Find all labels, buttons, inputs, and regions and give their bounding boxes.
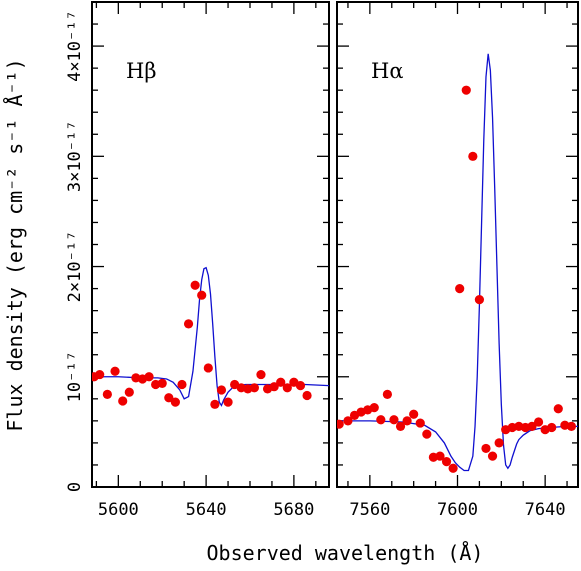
data-point: [337, 419, 344, 429]
data-point: [553, 404, 563, 414]
y-tick-label: 3×10⁻¹⁷: [65, 120, 85, 192]
data-point: [95, 369, 105, 380]
data-point: [402, 416, 412, 426]
data-point: [110, 366, 120, 376]
data-point: [422, 429, 432, 439]
data-point: [197, 290, 207, 300]
x-tick-label: 5600: [98, 500, 139, 520]
model-fit-line: [337, 53, 578, 472]
data-point: [177, 379, 187, 390]
y-axis-label: Flux density (erg cm⁻² s⁻¹ Å⁻¹): [3, 58, 27, 431]
data-point: [269, 382, 279, 392]
data-point: [481, 443, 491, 454]
panel-h-alpha: 7560 7600 7640 Hα: [336, 1, 579, 520]
data-point: [190, 280, 200, 290]
data-point: [376, 415, 386, 425]
data-point: [157, 378, 167, 388]
data-point: [183, 319, 194, 329]
data-point: [170, 397, 180, 407]
data-point: [435, 451, 445, 461]
data-point: [461, 85, 471, 95]
x-tick-label: 5680: [273, 500, 314, 520]
data-point: [276, 377, 286, 387]
x-tick-label: 7560: [349, 500, 390, 520]
data-point: [455, 283, 465, 294]
y-tick-label: 4×10⁻¹⁷: [65, 10, 85, 82]
data-point: [282, 383, 292, 393]
data-point: [395, 421, 406, 431]
data-point: [547, 422, 557, 433]
data-point: [295, 380, 306, 391]
data-point: [369, 403, 379, 413]
plot-area-h-alpha: [337, 53, 578, 473]
y-tick-label: 2×10⁻¹⁷: [65, 231, 85, 303]
data-point: [223, 397, 233, 407]
data-point: [256, 369, 266, 380]
data-point: [216, 385, 227, 395]
data-point: [302, 390, 312, 401]
panel-label-h-alpha: Hα: [371, 59, 404, 83]
data-point: [144, 372, 154, 382]
y-tick-label: 10⁻¹⁷: [65, 351, 85, 402]
data-point: [164, 393, 174, 403]
data-point: [441, 457, 452, 467]
data-point: [415, 418, 425, 428]
data-point: [343, 416, 353, 426]
data-point: [203, 363, 213, 373]
data-point: [487, 451, 498, 461]
data-point: [533, 417, 544, 427]
y-tick-label: 0: [65, 482, 85, 492]
plot-area-h-beta: [92, 266, 329, 409]
x-tick-label: 7640: [525, 500, 566, 520]
x-tick-label: 5640: [186, 500, 227, 520]
x-tick-label: 7600: [437, 500, 478, 520]
data-point: [210, 399, 220, 409]
data-point: [527, 421, 537, 431]
data-point: [494, 438, 504, 448]
data-point: [448, 463, 458, 473]
data-point: [124, 387, 134, 397]
data-point: [118, 396, 128, 406]
panel-label-h-beta: Hβ: [126, 59, 156, 83]
data-point: [249, 383, 259, 393]
panel-h-beta: 5600 5640 5680 0 10⁻¹⁷ 2×10⁻¹⁷ 3×10⁻¹⁷ 4×10⁻¹⁷ H…: [65, 1, 330, 520]
data-point: [474, 295, 485, 305]
data-point: [102, 389, 112, 400]
data-point: [389, 415, 399, 425]
data-point: [382, 389, 392, 400]
data-point: [468, 151, 478, 161]
x-axis-label: Observed wavelength (Å): [207, 541, 484, 565]
data-point: [566, 421, 577, 431]
data-point: [409, 409, 419, 419]
